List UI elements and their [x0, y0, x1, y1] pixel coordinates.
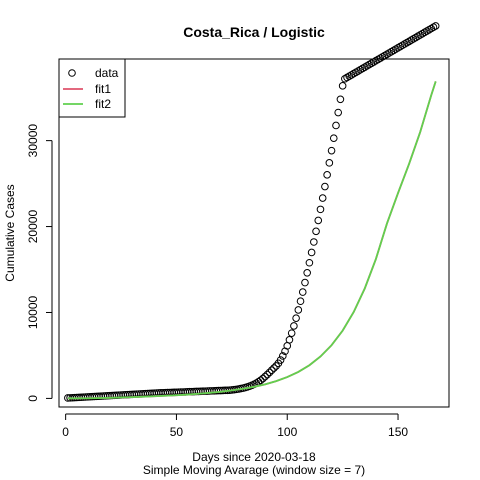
x-axis: 0 50 100 150	[62, 413, 408, 439]
data-point	[314, 216, 323, 225]
plot-area-frame	[58, 58, 450, 408]
data-point	[265, 368, 274, 377]
legend-data-symbol	[68, 69, 76, 77]
data-point	[296, 297, 305, 306]
legend: data fit1 fit2	[58, 58, 126, 118]
series-fit2-line	[67, 81, 437, 400]
data-point	[276, 356, 285, 364]
x-axis-label: Days since 2020-03-18	[192, 450, 316, 464]
data-point	[292, 314, 300, 322]
data-point	[329, 134, 338, 142]
y-tick-label: 20000	[26, 210, 40, 244]
data-point	[310, 238, 318, 246]
data-point	[431, 22, 440, 30]
data-point	[327, 146, 336, 155]
data-point	[312, 227, 320, 236]
series-layer	[64, 22, 440, 402]
legend-data-label: data	[95, 66, 119, 80]
data-point	[323, 171, 331, 179]
legend-box	[58, 58, 126, 118]
data-point	[316, 205, 325, 214]
data-point	[259, 374, 267, 383]
legend-fit2-label: fit2	[95, 97, 111, 111]
data-point	[332, 121, 340, 130]
y-tick-label: 0	[26, 395, 40, 402]
data-point	[321, 182, 329, 191]
data-point	[298, 288, 307, 296]
y-axis-label: Cumulative Cases	[3, 184, 17, 281]
data-point	[285, 336, 294, 344]
data-point	[318, 194, 327, 202]
data-point	[294, 306, 303, 314]
data-point	[334, 108, 343, 117]
data-point	[338, 82, 347, 90]
data-point	[272, 362, 280, 370]
x-tick-label: 50	[170, 425, 184, 439]
data-point	[287, 329, 296, 337]
data-point	[279, 352, 287, 360]
data-point	[305, 258, 314, 267]
data-point	[270, 364, 278, 372]
data-point	[263, 370, 272, 379]
x-tick-label: 100	[277, 425, 297, 439]
y-tick-label: 30000	[26, 124, 40, 158]
legend-fit1-label: fit1	[95, 82, 111, 96]
data-point	[290, 322, 298, 330]
chart-title: Costa_Rica / Logistic	[183, 24, 325, 40]
x-tick-label: 150	[388, 425, 408, 439]
x-tick-label: 0	[62, 425, 69, 439]
data-point	[336, 95, 345, 104]
data-point	[307, 248, 316, 257]
x-axis-sublabel: Simple Moving Avarage (window size = 7)	[143, 463, 365, 477]
y-axis: 0 10000 20000 30000	[26, 124, 53, 402]
data-point	[325, 159, 334, 167]
data-point	[267, 366, 276, 375]
data-point	[256, 376, 265, 385]
series-fit1-line	[67, 81, 437, 400]
y-tick-label: 10000	[26, 295, 40, 329]
data-point	[303, 269, 311, 277]
data-point	[301, 278, 309, 287]
data-point	[261, 372, 269, 381]
series-data	[64, 22, 440, 402]
